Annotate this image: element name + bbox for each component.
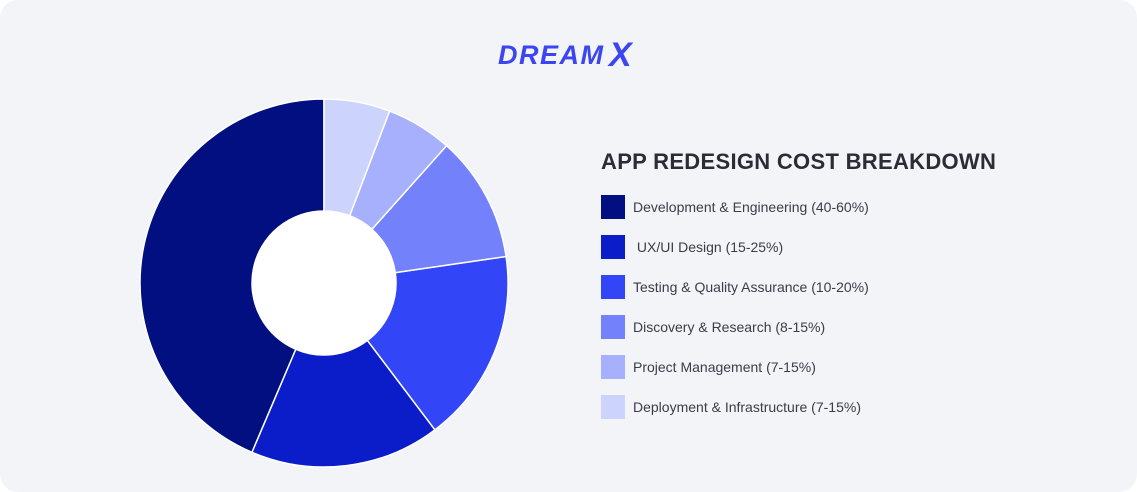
legend-label: Testing & Quality Assurance (10-20%) (633, 279, 869, 295)
legend-item: Discovery & Research (8-15%) (601, 315, 869, 339)
legend-label: Project Management (7-15%) (633, 359, 816, 375)
legend-swatch (601, 235, 625, 259)
legend-item: Testing & Quality Assurance (10-20%) (601, 275, 869, 299)
legend-swatch (601, 275, 625, 299)
donut-slice (251, 339, 436, 468)
legend-swatch (601, 395, 625, 419)
legend-swatch (601, 315, 625, 339)
donut-slice (370, 144, 507, 274)
donut-hole (252, 211, 396, 355)
donut-slice (323, 98, 391, 217)
legend-label: Discovery & Research (8-15%) (633, 319, 826, 335)
legend-label: Deployment & Infrastructure (7-15%) (633, 399, 861, 415)
dreamx-logo: DREAM X (498, 36, 634, 74)
legend-swatch (601, 355, 625, 379)
legend-item: Development & Engineering (40-60%) (601, 195, 869, 219)
logo-x-mark: X (607, 36, 634, 74)
donut-slice (348, 110, 448, 231)
donut-slice (139, 98, 325, 454)
chart-legend: Development & Engineering (40-60%) UX/UI… (601, 195, 869, 435)
legend-item: Deployment & Infrastructure (7-15%) (601, 395, 869, 419)
legend-label: UX/UI Design (15-25%) (633, 239, 784, 255)
legend-swatch (601, 195, 625, 219)
chart-title: APP REDESIGN COST BREAKDOWN (601, 149, 997, 174)
logo-wordmark: DREAM (498, 40, 605, 70)
legend-item: UX/UI Design (15-25%) (601, 235, 869, 259)
legend-item: Project Management (7-15%) (601, 355, 869, 379)
donut-slice (366, 255, 509, 431)
legend-label: Development & Engineering (40-60%) (633, 199, 869, 215)
